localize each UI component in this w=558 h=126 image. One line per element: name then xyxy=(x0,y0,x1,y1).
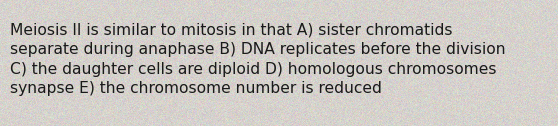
Text: Meiosis II is similar to mitosis in that A) sister chromatids
separate during an: Meiosis II is similar to mitosis in that… xyxy=(10,23,506,96)
